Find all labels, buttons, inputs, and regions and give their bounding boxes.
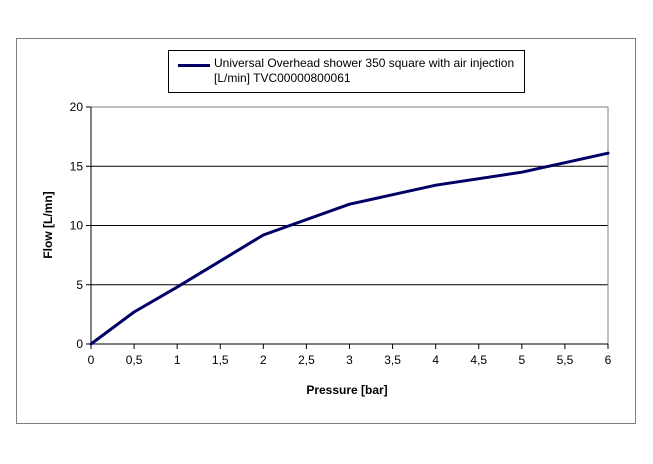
y-tick-label-2: 10 [70, 219, 84, 233]
y-tick-label-3: 15 [70, 159, 84, 173]
legend: Universal Overhead shower 350 square wit… [168, 50, 525, 93]
chart-frame [16, 38, 636, 424]
y-tick-label-1: 5 [76, 278, 83, 292]
y-tick-label-4: 20 [70, 100, 84, 114]
x-tick-label-0: 0 [88, 353, 95, 367]
x-tick-label-11: 5,5 [557, 353, 574, 367]
x-tick-label-7: 3,5 [384, 353, 401, 367]
x-tick-label-10: 5 [518, 353, 525, 367]
x-tick-label-2: 1 [174, 353, 181, 367]
x-tick-label-1: 0,5 [126, 353, 143, 367]
y-tick-label-0: 0 [76, 337, 83, 351]
x-tick-label-4: 2 [260, 353, 267, 367]
x-tick-label-5: 2,5 [298, 353, 315, 367]
series-line-0 [89, 151, 610, 346]
x-axis-label: Pressure [bar] [306, 383, 388, 397]
legend-series-swatch [178, 64, 210, 67]
x-tick-label-3: 1,5 [212, 353, 229, 367]
x-tick-label-6: 3 [346, 353, 353, 367]
y-axis-label: Flow [L/mn] [41, 191, 55, 259]
x-tick-label-12: 6 [605, 353, 612, 367]
legend-series-label: Universal Overhead shower 350 square wit… [214, 56, 515, 85]
x-tick-label-8: 4 [432, 353, 439, 367]
x-tick-label-9: 4,5 [470, 353, 487, 367]
